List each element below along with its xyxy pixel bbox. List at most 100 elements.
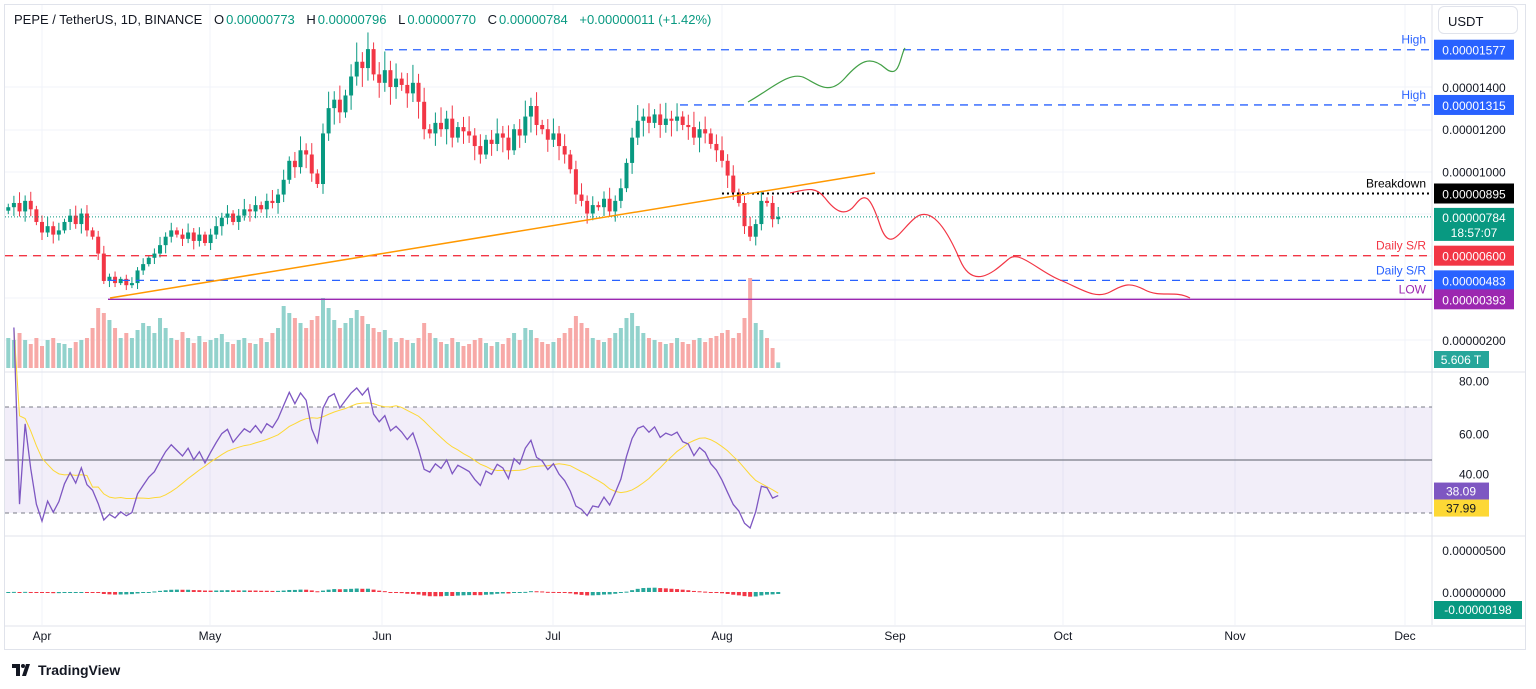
volume-bar xyxy=(129,338,134,368)
candle xyxy=(748,226,753,237)
volume-bar xyxy=(135,330,140,368)
candle xyxy=(680,116,685,125)
candle xyxy=(158,245,163,254)
level-price-value: 0.00000600 xyxy=(1442,250,1506,264)
volume-bar xyxy=(658,342,663,368)
macd-histogram-bar xyxy=(158,590,163,592)
volume-bar xyxy=(483,343,488,368)
volume-bar xyxy=(186,338,191,368)
volume-bar xyxy=(332,320,337,368)
volume-bar xyxy=(568,328,573,368)
candle xyxy=(455,127,460,138)
candle xyxy=(646,116,651,123)
volume-bar xyxy=(107,320,112,368)
volume-bar xyxy=(478,338,483,368)
month-tick: Jul xyxy=(545,629,560,643)
candle xyxy=(686,124,691,128)
volume-bar xyxy=(557,338,562,368)
macd-histogram-bar xyxy=(242,590,247,592)
macd-tick: 0.00000500 xyxy=(1442,544,1506,558)
macd-histogram-bar xyxy=(68,592,73,593)
volume-bar xyxy=(753,323,758,368)
candle xyxy=(28,200,33,210)
volume-bar xyxy=(45,340,50,368)
month-tick: May xyxy=(199,629,222,643)
macd-histogram-bar xyxy=(433,592,438,597)
symbol-title[interactable]: PEPE / TetherUS, 1D, BINANCE xyxy=(14,12,203,27)
bullish-projection-path[interactable] xyxy=(747,47,906,103)
level-price-tag xyxy=(1434,183,1514,204)
candle xyxy=(11,202,16,208)
volume-bar xyxy=(276,328,281,368)
macd-histogram-bar xyxy=(135,592,140,594)
macd-histogram-bar xyxy=(427,592,432,597)
level-label: LOW xyxy=(1399,282,1427,296)
month-tick: Oct xyxy=(1054,629,1073,643)
volume-bar xyxy=(646,338,651,368)
level-label: Breakdown xyxy=(1366,176,1426,190)
volume-bar xyxy=(309,320,314,368)
candle xyxy=(770,202,775,220)
macd-histogram-bar xyxy=(6,592,11,593)
price-tick: 0.00001000 xyxy=(1442,165,1506,179)
macd-histogram-bar xyxy=(180,589,185,592)
volume-bar xyxy=(731,338,736,368)
macd-histogram-bar xyxy=(141,592,146,593)
candle xyxy=(135,270,140,284)
candle xyxy=(602,198,606,208)
volume-bar xyxy=(427,333,432,368)
macd-histogram-bar xyxy=(23,591,28,593)
volume-bar xyxy=(410,343,415,368)
level-label: High xyxy=(1401,33,1426,47)
rsi-tick: 60.00 xyxy=(1459,428,1489,442)
macd-histogram-bar xyxy=(214,590,219,592)
macd-histogram-bar xyxy=(326,589,331,592)
volume-bar xyxy=(523,328,528,368)
macd-histogram-bar xyxy=(276,590,281,592)
close-value: 0.00000784 xyxy=(499,12,568,27)
candle xyxy=(264,200,269,210)
symbol-legend: PEPE / TetherUS, 1D, BINANCE O 0.00000773… xyxy=(14,12,711,27)
macd-histogram-bar xyxy=(675,589,680,592)
macd-histogram-bar xyxy=(607,592,612,595)
candle xyxy=(388,70,393,88)
macd-histogram-bar xyxy=(264,590,269,592)
macd-histogram-bar xyxy=(422,592,427,596)
volume-bar xyxy=(17,333,22,368)
macd-histogram-bar xyxy=(478,592,483,596)
macd-histogram-bar xyxy=(770,592,775,595)
macd-histogram-bar xyxy=(748,592,753,597)
volume-bar xyxy=(433,338,438,368)
candle xyxy=(219,217,224,227)
candle xyxy=(483,139,488,155)
macd-histogram-bar xyxy=(169,589,174,592)
candle xyxy=(124,278,129,286)
volume-bar xyxy=(202,342,207,368)
candle xyxy=(579,194,584,201)
month-tick: Aug xyxy=(711,629,732,643)
ascending-trendline[interactable] xyxy=(109,172,876,299)
volume-bar xyxy=(337,328,342,368)
candle xyxy=(152,253,157,258)
tradingview-logo[interactable]: TradingView xyxy=(12,662,120,678)
macd-histogram-bar xyxy=(62,592,67,593)
volume-bar xyxy=(214,338,219,368)
currency-button[interactable]: USDT xyxy=(1438,6,1518,34)
open-value: 0.00000773 xyxy=(226,12,295,27)
candle xyxy=(208,234,213,244)
candle xyxy=(365,49,370,69)
candle xyxy=(315,173,320,185)
candle xyxy=(736,192,741,203)
volume-bar xyxy=(304,328,309,368)
bearish-projection-path[interactable] xyxy=(789,188,1191,299)
candle xyxy=(478,146,483,155)
candle xyxy=(675,116,680,121)
candle xyxy=(528,106,533,117)
macd-histogram-bar xyxy=(759,592,764,596)
macd-histogram-bar xyxy=(236,590,241,592)
volume-bar xyxy=(231,344,236,368)
level-price-value: 0.00000393 xyxy=(1442,293,1506,307)
macd-histogram-bar xyxy=(416,592,421,595)
macd-histogram-bar xyxy=(28,591,33,593)
